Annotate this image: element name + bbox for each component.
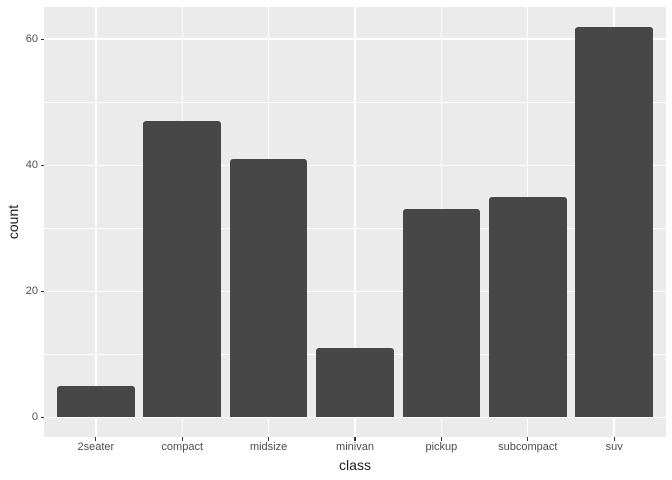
x-tick-mark	[527, 437, 529, 441]
x-tick-label: compact	[161, 441, 203, 453]
x-axis-title: class	[339, 457, 371, 473]
y-tick-label: 40	[25, 158, 38, 171]
x-tick-label: minivan	[336, 441, 374, 453]
y-tick-mark	[40, 38, 44, 40]
bar	[402, 209, 481, 418]
x-tick-label: pickup	[425, 441, 458, 453]
bar	[229, 158, 308, 418]
major-gridline-vertical	[354, 7, 356, 437]
bar	[575, 26, 654, 418]
x-tick-mark	[613, 437, 615, 441]
y-tick-mark	[40, 164, 44, 166]
x-tick-label: suv	[605, 441, 623, 453]
y-tick-mark	[40, 290, 44, 292]
bar	[488, 196, 567, 418]
x-tick-label: midsize	[249, 441, 288, 453]
x-tick-label: 2seater	[77, 441, 115, 453]
x-tick-mark	[440, 437, 442, 441]
x-tick-mark	[181, 437, 183, 441]
x-tick-mark	[268, 437, 270, 441]
y-tick-label: 0	[31, 410, 38, 423]
y-axis-title: count	[5, 204, 21, 240]
x-tick-label: subcompact	[498, 441, 558, 453]
x-tick-mark	[354, 437, 356, 441]
y-tick-label: 20	[25, 284, 38, 297]
major-gridline-vertical	[95, 7, 97, 437]
bar	[316, 348, 394, 418]
x-tick-mark	[95, 437, 97, 441]
y-tick-label: 60	[25, 32, 38, 45]
bar	[56, 385, 135, 418]
y-tick-mark	[40, 416, 44, 419]
bar	[143, 121, 222, 418]
